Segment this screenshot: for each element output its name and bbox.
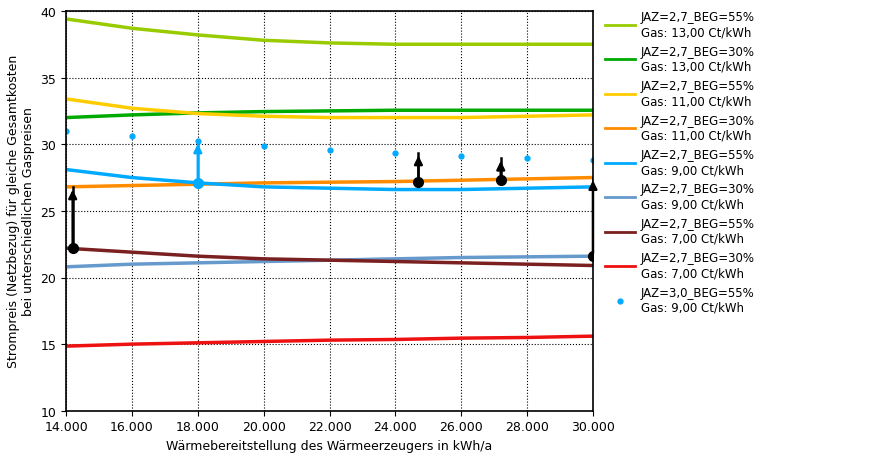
Y-axis label: Strompreis (Netzbezug) für gleiche Gesamtkosten
bei unterschiedlichen Gaspreisen: Strompreis (Netzbezug) für gleiche Gesam… bbox=[7, 55, 35, 368]
Legend: JAZ=2,7_BEG=55%
Gas: 13,00 Ct/kWh, JAZ=2,7_BEG=30%
Gas: 13,00 Ct/kWh, JAZ=2,7_BE: JAZ=2,7_BEG=55% Gas: 13,00 Ct/kWh, JAZ=2… bbox=[604, 10, 756, 315]
X-axis label: Wärmebereitstellung des Wärmeerzeugers in kWh/a: Wärmebereitstellung des Wärmeerzeugers i… bbox=[167, 439, 493, 452]
